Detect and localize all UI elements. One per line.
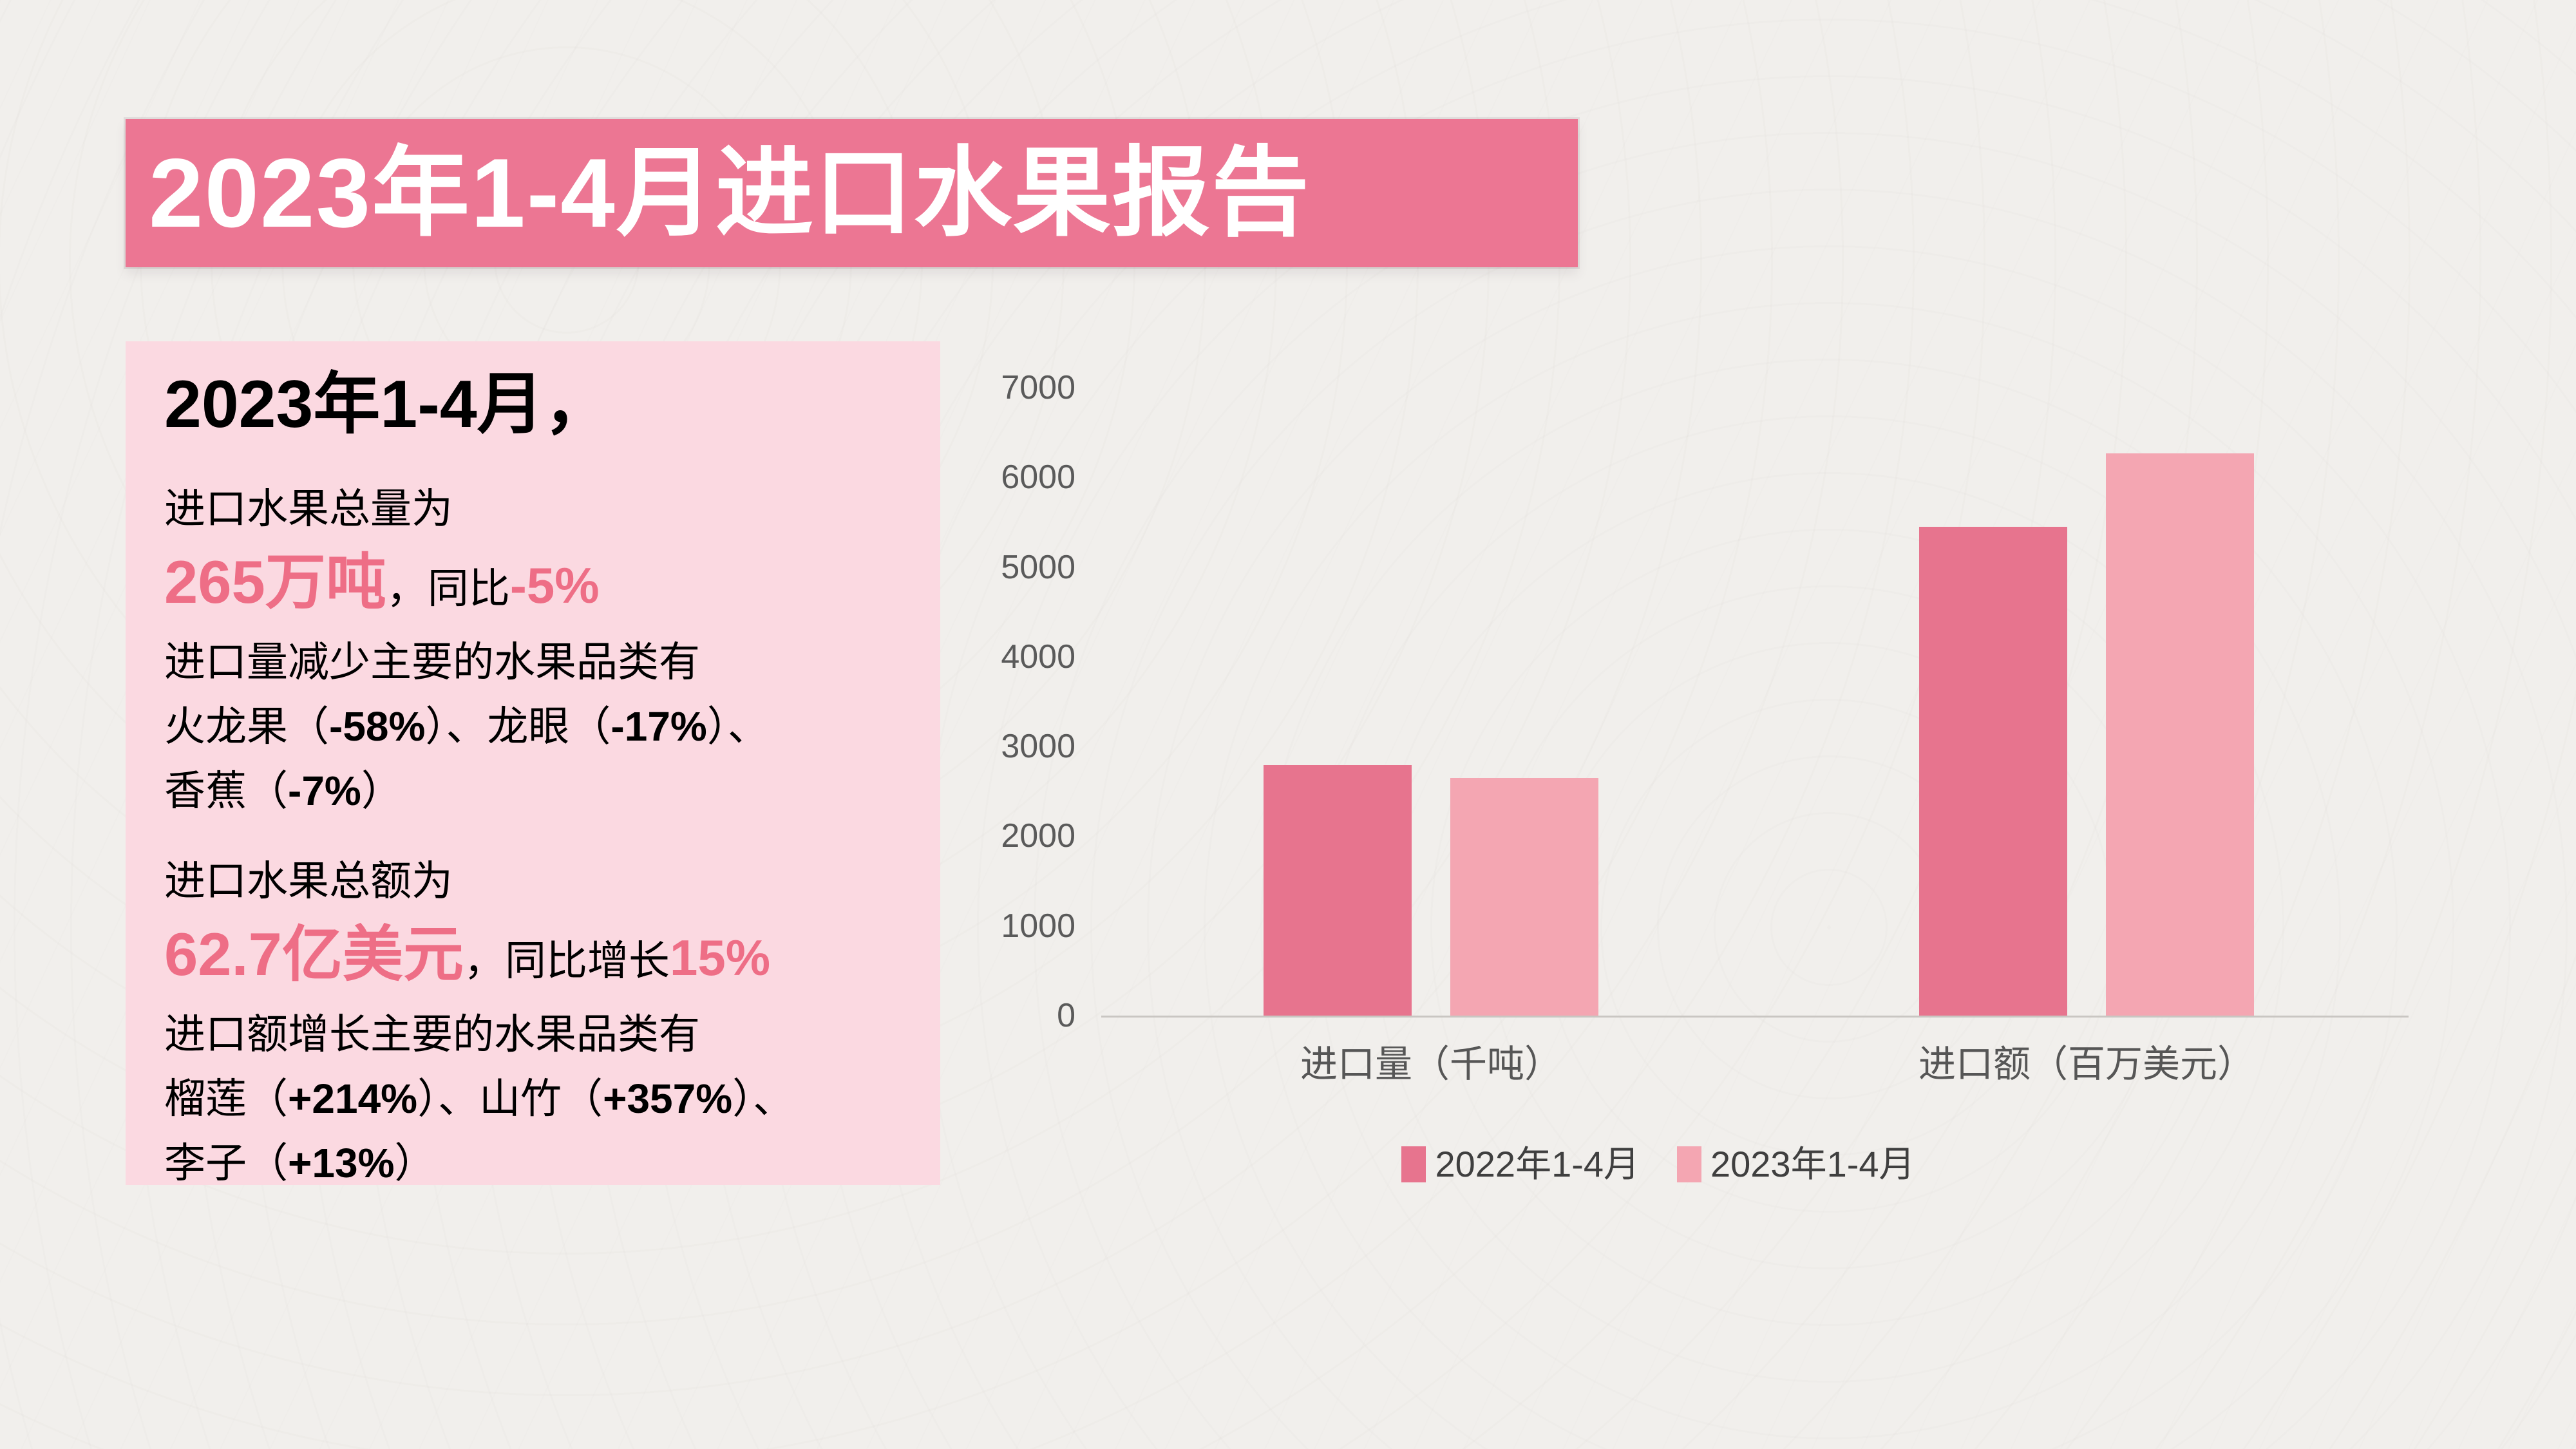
text-segment: +13% <box>288 1140 395 1186</box>
text-segment: 15% <box>669 929 771 986</box>
category-label: 进口量（千吨） <box>1300 1043 1562 1085</box>
text-line: 265万吨，同比-5% <box>164 541 914 630</box>
text-segment: ）、 <box>706 703 769 750</box>
text-segment: ，同比增长 <box>463 938 670 984</box>
y-tick-label: 4000 <box>1001 638 1075 676</box>
slide-title: 2023年1-4月进口水果报告 <box>149 138 1311 248</box>
legend-swatch <box>1401 1146 1426 1182</box>
text-line: 进口水果总量为 <box>164 477 914 541</box>
chart-legend: 2022年1-4月 2023年1-4月 <box>908 1139 2409 1190</box>
legend-swatch <box>1677 1146 1701 1182</box>
summary-paragraph: 进口水果总额为 62.7亿美元，同比增长15% 进口额增长主要的水果品类有 榴莲（+2… <box>164 849 914 1195</box>
summary-heading: 2023年1-4月， <box>164 367 611 442</box>
category-label: 进口额（百万美元） <box>1918 1043 2255 1085</box>
legend-label: 2022年1-4月 <box>1435 1144 1640 1184</box>
bar-2022年1-4月-进口额（百万美元） <box>1919 527 2067 1016</box>
text-segment: +357% <box>603 1075 733 1122</box>
text-line: 火龙果（-58%）、龙眼（-17%）、 <box>164 694 914 759</box>
summary-paragraph: 进口水果总量为 265万吨，同比-5% 进口量减少主要的水果品类有 火龙果（-58%）… <box>164 477 914 823</box>
text-segment: 265万吨 <box>164 548 386 616</box>
legend-item: 2022年1-4月 <box>1401 1142 1640 1187</box>
text-line: 进口量减少主要的水果品类有 <box>164 630 914 694</box>
text-segment: 进口额增长主要的水果品类有 <box>164 1011 700 1057</box>
text-line: 香蕉（-7%） <box>164 759 914 823</box>
text-segment: ） <box>361 768 402 814</box>
text-line: 进口额增长主要的水果品类有 <box>164 1002 914 1066</box>
text-segment: -17% <box>611 703 707 750</box>
title-banner: 2023年1-4月进口水果报告 <box>126 119 1578 267</box>
text-segment: ）、龙眼（ <box>425 703 611 750</box>
y-tick-label: 6000 <box>1001 459 1075 496</box>
legend-label: 2023年1-4月 <box>1710 1144 1915 1184</box>
text-segment: +214% <box>288 1075 418 1122</box>
text-segment: 62.7亿美元 <box>164 920 464 988</box>
summary-box: 2023年1-4月， 进口水果总量为 265万吨，同比-5% 进口量减少主要的水果品… <box>126 341 940 1186</box>
summary-paragraphs: 进口水果总量为 265万吨，同比-5% 进口量减少主要的水果品类有 火龙果（-58%）… <box>164 477 914 1195</box>
text-segment: -58% <box>329 703 426 750</box>
text-line: 62.7亿美元，同比增长15% <box>164 913 914 1002</box>
text-segment: 进口水果总额为 <box>164 858 453 904</box>
text-segment: 李子（ <box>164 1140 288 1186</box>
text-segment: ） <box>394 1140 436 1186</box>
bar-2022年1-4月-进口量（千吨） <box>1264 765 1412 1016</box>
text-segment: -7% <box>288 768 361 814</box>
y-tick-label: 2000 <box>1001 817 1075 855</box>
y-tick-label: 3000 <box>1001 728 1075 765</box>
text-segment: 香蕉（ <box>164 768 288 814</box>
legend-item: 2023年1-4月 <box>1677 1142 1915 1187</box>
text-line: 李子（+13%） <box>164 1131 914 1195</box>
y-tick-label: 5000 <box>1001 549 1075 586</box>
text-segment: 火龙果（ <box>164 703 329 750</box>
text-line: 进口水果总额为 <box>164 849 914 913</box>
bar-2023年1-4月-进口量（千吨） <box>1450 778 1598 1016</box>
text-line: 榴莲（+214%）、山竹（+357%）、 <box>164 1066 914 1131</box>
text-segment: ）、山竹（ <box>417 1075 603 1122</box>
bar-2023年1-4月-进口额（百万美元） <box>2106 453 2254 1016</box>
text-segment: 进口水果总量为 <box>164 486 453 532</box>
plot-area <box>1101 388 2409 1018</box>
text-segment: 进口量减少主要的水果品类有 <box>164 639 700 685</box>
y-tick-label: 1000 <box>1001 907 1075 945</box>
text-segment: ）、 <box>732 1075 795 1122</box>
y-tick-label: 7000 <box>1001 369 1075 406</box>
y-tick-label: 0 <box>1057 997 1075 1034</box>
text-segment: -5% <box>509 557 600 614</box>
text-segment: 榴莲（ <box>164 1075 288 1122</box>
text-segment: ，同比 <box>386 565 510 612</box>
